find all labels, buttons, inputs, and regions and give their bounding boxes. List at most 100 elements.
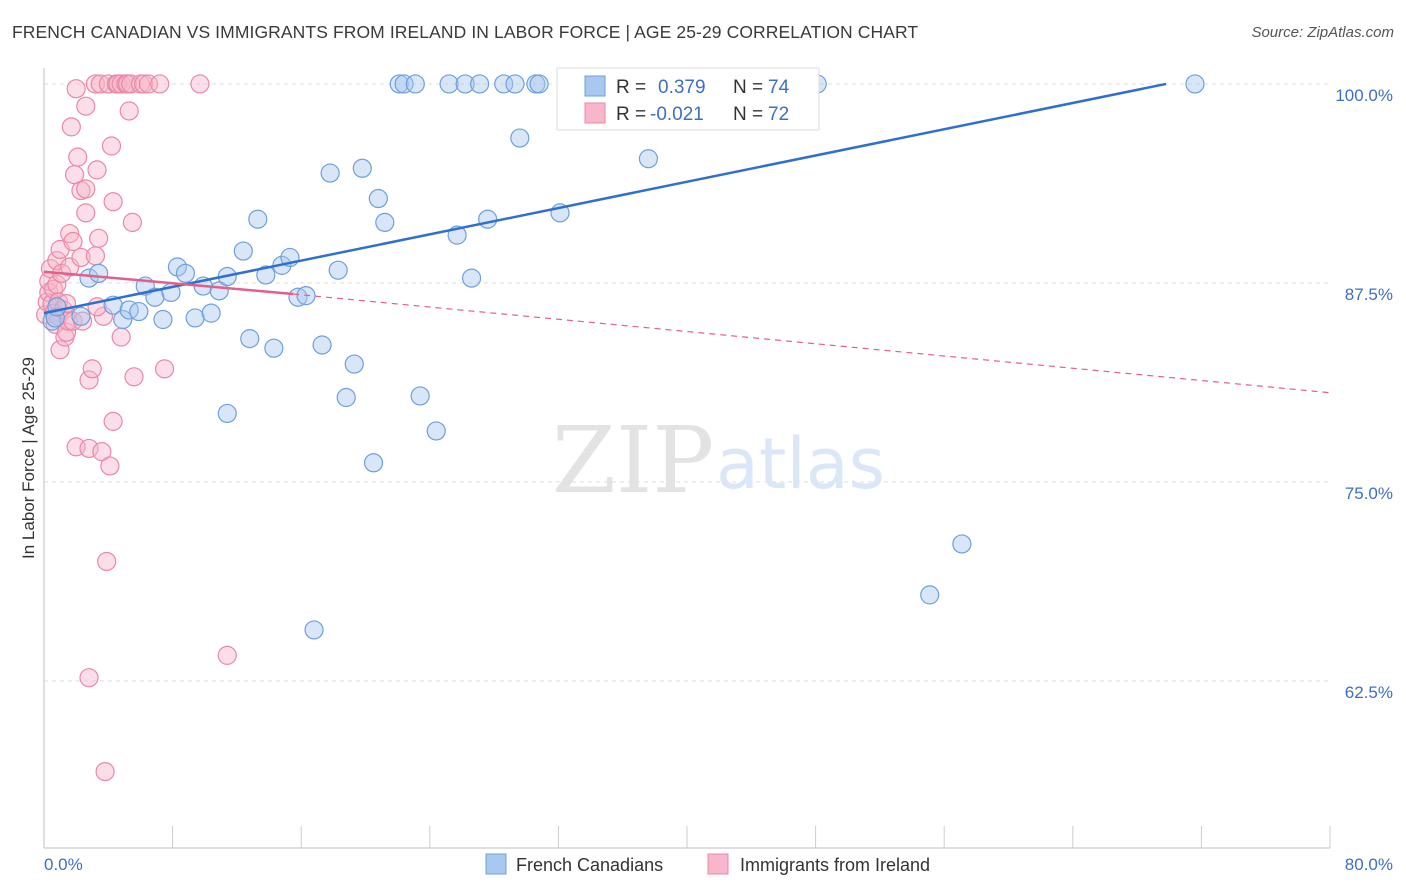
point-immigrant-ireland <box>124 367 144 387</box>
point-french-canadian <box>89 263 109 283</box>
point-french-canadian <box>153 309 173 330</box>
point-immigrant-ireland <box>76 203 96 223</box>
legend-n-value-2: 72 <box>768 104 789 125</box>
point-french-canadian <box>368 188 388 209</box>
watermark: ZIP atlas <box>552 407 885 514</box>
series-immigrants-from-ireland <box>36 74 237 782</box>
series-french-canadians <box>42 74 1205 640</box>
point-immigrant-ireland <box>154 359 175 379</box>
y-tick-label: 62.5% <box>1345 683 1393 702</box>
point-french-canadian <box>304 620 324 640</box>
trend-line-extension-pink <box>293 293 1331 394</box>
legend-r-value-2: -0.021 <box>650 104 704 125</box>
point-french-canadian <box>529 74 549 94</box>
point-french-canadian <box>505 74 525 94</box>
point-immigrant-ireland <box>71 247 91 268</box>
point-immigrant-ireland <box>93 306 114 326</box>
point-immigrant-ireland <box>103 192 123 212</box>
point-french-canadian <box>478 209 498 229</box>
point-french-canadian <box>79 268 99 288</box>
point-french-canadian <box>233 241 253 261</box>
point-immigrant-ireland <box>190 74 210 94</box>
point-french-canadian <box>328 260 348 280</box>
point-french-canadian <box>240 329 260 349</box>
point-french-canadian <box>461 268 482 288</box>
point-french-canadian <box>352 158 372 178</box>
point-french-canadian <box>494 74 514 94</box>
axis-ticks <box>43 826 1331 848</box>
point-immigrant-ireland <box>103 411 123 431</box>
point-french-canadian <box>256 265 276 285</box>
point-french-canadian <box>389 74 409 94</box>
point-french-canadian <box>113 309 133 330</box>
point-immigrant-ireland <box>138 74 159 94</box>
point-immigrant-ireland <box>134 74 154 94</box>
correlation-legend: R = 0.379 N = 74 R = -0.021 N = 72 <box>556 67 820 131</box>
legend-r-label-2: R = <box>616 104 646 125</box>
legend-swatch-pink <box>584 102 606 124</box>
point-french-canadian <box>439 74 459 94</box>
y-tick-label: 100.0% <box>1335 86 1393 105</box>
legend-n-value-1: 74 <box>768 77 790 98</box>
point-immigrant-ireland <box>217 645 237 665</box>
legend-n-label-2: N = <box>733 104 763 125</box>
bottom-legend-label-pink: Immigrants from Ireland <box>740 855 930 875</box>
point-french-canadian <box>375 212 395 233</box>
point-immigrant-ireland <box>111 74 131 94</box>
point-immigrant-ireland <box>63 231 83 252</box>
point-french-canadian <box>217 403 237 424</box>
point-immigrant-ireland <box>100 456 120 476</box>
point-french-canadian <box>920 585 940 605</box>
bottom-legend-swatch-blue <box>485 853 507 875</box>
point-immigrant-ireland <box>95 761 115 782</box>
legend-swatch-blue <box>584 75 606 97</box>
point-french-canadian <box>312 335 332 355</box>
point-immigrant-ireland <box>79 370 99 390</box>
legend-r-label-1: R = <box>616 77 646 98</box>
point-french-canadian <box>1185 74 1205 94</box>
point-french-canadian <box>185 308 205 328</box>
bottom-legend-swatch-pink <box>707 853 729 875</box>
point-immigrant-ireland <box>119 101 139 121</box>
point-immigrant-ireland <box>150 74 170 94</box>
point-immigrant-ireland <box>89 228 109 248</box>
point-french-canadian <box>952 534 972 554</box>
point-immigrant-ireland <box>101 136 122 156</box>
point-french-canadian <box>264 338 284 358</box>
point-immigrant-ireland <box>82 359 102 379</box>
trend-lines <box>43 82 1331 394</box>
point-french-canadian <box>470 74 490 94</box>
point-french-canadian <box>320 163 340 183</box>
trend-line-blue <box>43 82 1167 315</box>
y-tick-label: 87.5% <box>1345 285 1393 304</box>
point-french-canadian <box>410 386 430 406</box>
point-french-canadian <box>248 209 268 229</box>
point-immigrant-ireland <box>87 160 107 180</box>
point-immigrant-ireland <box>61 117 81 137</box>
point-immigrant-ireland <box>122 212 143 233</box>
point-immigrant-ireland <box>111 327 131 347</box>
point-french-canadian <box>363 453 384 473</box>
point-french-canadian <box>638 149 659 169</box>
point-french-canadian <box>201 303 221 323</box>
point-immigrant-ireland <box>97 551 117 572</box>
point-french-canadian <box>119 300 139 320</box>
source-label: Source: ZipAtlas.com <box>1251 24 1394 41</box>
point-french-canadian <box>426 421 446 441</box>
y-tick-label: 75.0% <box>1345 484 1393 503</box>
point-immigrant-ireland <box>76 179 96 199</box>
point-french-canadian <box>129 301 149 322</box>
point-french-canadian <box>344 354 364 374</box>
point-french-canadian <box>394 74 414 94</box>
watermark-zip: ZIP <box>552 407 714 514</box>
point-immigrant-ireland <box>66 79 86 99</box>
point-immigrant-ireland <box>92 442 112 462</box>
legend-n-label-1: N = <box>733 77 763 98</box>
bottom-legend-label-blue: French Canadians <box>516 855 663 875</box>
point-immigrant-ireland <box>85 246 106 266</box>
x-tick-label-max: 80.0% <box>1345 855 1393 874</box>
point-french-canadian <box>336 387 356 408</box>
chart-title: FRENCH CANADIAN VS IMMIGRANTS FROM IRELA… <box>12 22 919 42</box>
point-immigrant-ireland <box>76 96 96 116</box>
